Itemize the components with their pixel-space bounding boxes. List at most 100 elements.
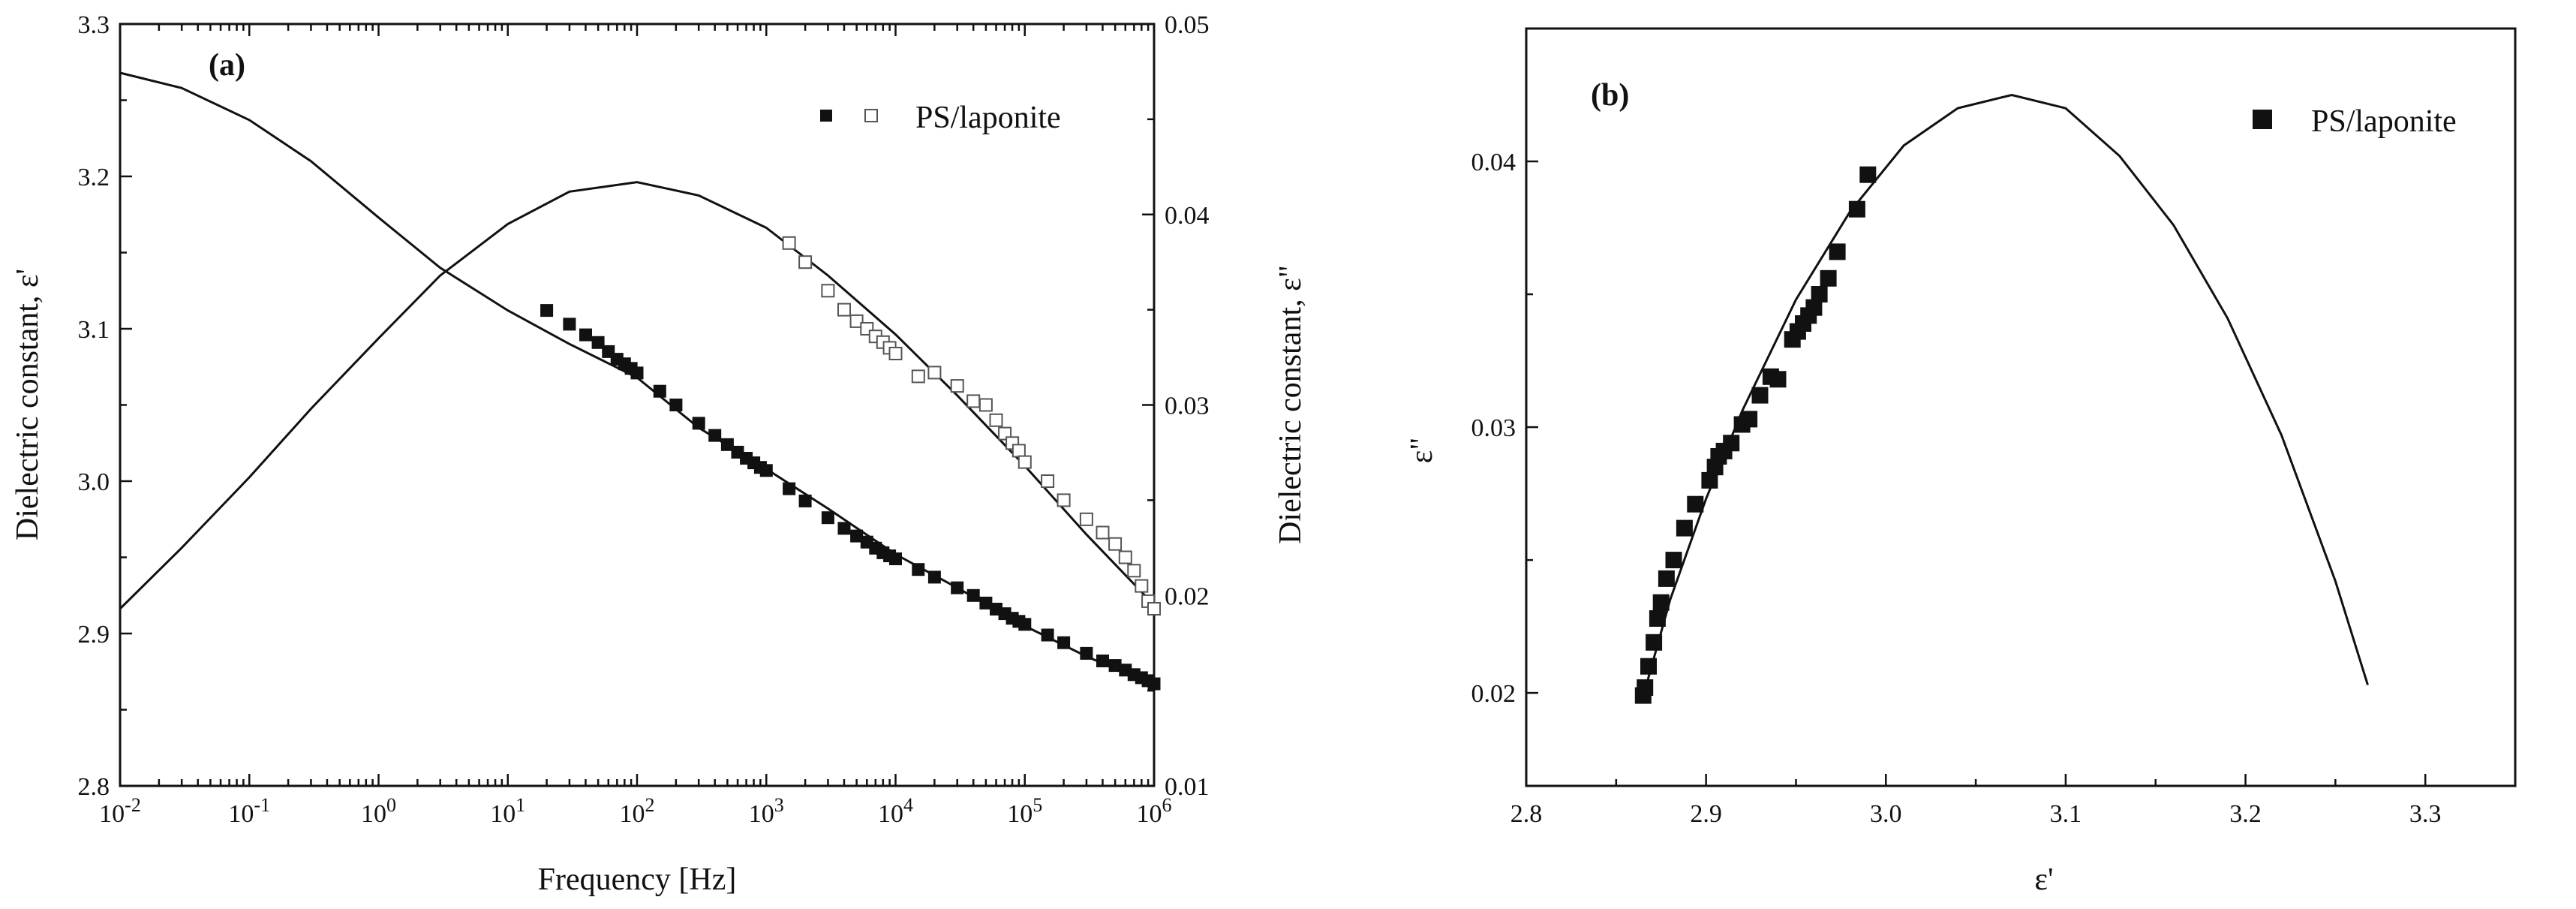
panel-a-eps-imag-point (1096, 525, 1110, 540)
panel-a-x-tick-label: 10-2 (99, 794, 141, 828)
panel-a-eps-imag-point (1127, 564, 1141, 578)
panel-a-eps-imag-point (989, 413, 1003, 427)
panel-a-eps-real-point (1018, 618, 1032, 631)
panel-a-eps-real-point (630, 366, 644, 380)
panel-a-eps-real-point (1057, 636, 1071, 649)
panel-b-data-point (1741, 411, 1758, 428)
panel-a-x-ticks: 10-2 10-1 100 101 102 103 104 105 106 (99, 24, 1172, 828)
panel-b-data-point (1848, 200, 1865, 218)
panel-a-y-axis-title: Dielectric constant, ε' (11, 269, 45, 540)
panel-a-eps-imag-point (1017, 455, 1032, 469)
panel-a-y-tick-label: 2.9 (78, 621, 110, 649)
panel-a-eps-real-point (951, 581, 964, 594)
panel-a-chart: 10-2 10-1 100 101 102 103 104 105 106 2.8 2.9 3.0 3… (11, 11, 1308, 897)
panel-a-eps-imag-point (978, 398, 993, 412)
panel-b-data-point (1701, 471, 1718, 489)
panel-a-eps-real-point (798, 494, 812, 507)
panel-a-eps-real-point (708, 429, 722, 442)
panel-b-y-axis-title: ε" (1405, 438, 1439, 464)
panel-a-eps-imag-point (1118, 550, 1132, 564)
panel-a-eps-imag-point (950, 379, 964, 393)
panel-a-eps-imag-point (1011, 444, 1026, 458)
panel-a-label: (a) (209, 48, 245, 83)
panel-b-data-point (1820, 269, 1837, 287)
panel-b-x-tick-label: 2.9 (1690, 800, 1722, 828)
panel-b-data-point (1687, 495, 1704, 513)
panel-b-data-point (1859, 166, 1877, 183)
panel-a-legend-filled-marker (820, 110, 832, 122)
panel-b-y-tick-label: 0.04 (1471, 149, 1516, 176)
panel-a-eps-imag-point (837, 302, 851, 317)
panel-a-eps-imag-point (821, 284, 835, 298)
panel-a-legend: PS/laponite (820, 101, 1061, 135)
panel-a-eps-real-point (927, 570, 941, 584)
panel-a-loss-fit-curve (119, 181, 1156, 610)
panel-a-eps-imag-point (1108, 537, 1123, 551)
panel-a-eps-real-point (821, 511, 834, 525)
panel-a-eps-real-point (837, 522, 851, 535)
panel-b-data-point (1811, 286, 1828, 302)
panel-a-y2-tick-label: 0.04 (1165, 202, 1210, 230)
panel-a-eps-imag-point (798, 255, 813, 269)
panel-a-y2-tick-label: 0.02 (1165, 582, 1210, 610)
panel-b-y-tick-label: 0.03 (1471, 414, 1516, 442)
panel-a-x-axis-title: Frequency [Hz] (538, 862, 737, 897)
panel-a-eps-imag-point (1057, 493, 1071, 507)
panel-a-y-tick-label: 3.3 (78, 11, 110, 39)
panel-a-eps-real-point (1080, 646, 1093, 660)
panel-a-y2-tick-label: 0.01 (1165, 773, 1210, 801)
panel-b-chart: 2.8 2.9 3.0 3.1 3.2 3.3 0.02 0.03 0.04 (b) PS/l… (1405, 27, 2517, 897)
panel-a-eps-real-point (720, 438, 734, 451)
panel-a-eps-real-point (563, 318, 576, 331)
panel-b-label: (b) (1591, 78, 1629, 113)
panel-b-x-tick-label: 3.0 (1870, 800, 1902, 828)
panel-a-x-tick-label: 106 (1137, 794, 1172, 828)
panel-a-eps-imag-point (927, 366, 942, 380)
panel-a-eps-imag-point (966, 394, 981, 408)
panel-a-x-tick-label: 10-1 (228, 794, 270, 828)
panel-b-y-tick-label: 0.02 (1471, 680, 1516, 708)
panel-a-eps-real-point (591, 336, 605, 349)
panel-b-data-point (1646, 634, 1663, 651)
panel-a-data-points (540, 236, 1161, 691)
panel-a-eps-real-point (966, 588, 980, 602)
panel-a-eps-imag-point (849, 314, 864, 328)
panel-a-x-tick-label: 103 (749, 794, 784, 828)
panel-b-data-point (1652, 594, 1670, 611)
panel-a-eps-imag-point (1079, 512, 1093, 526)
panel-a-eps-real-point (783, 482, 796, 495)
panel-a-legend-open-marker (864, 109, 878, 122)
panel-b-x-ticks: 2.8 2.9 3.0 3.1 3.2 3.3 (1510, 774, 2517, 828)
panel-b-data-point (1769, 371, 1787, 388)
panel-b-data-point (1649, 610, 1666, 627)
panel-b-legend: PS/laponite (2253, 104, 2457, 139)
panel-a-x-tick-label: 101 (490, 794, 525, 828)
panel-a-eps-imag-point (888, 347, 903, 360)
panel-a-legend-label: PS/laponite (915, 101, 1061, 135)
panel-b-legend-label: PS/laponite (2311, 104, 2457, 139)
panel-a-eps-imag-point (1147, 602, 1161, 616)
panel-a-eps-real-point (540, 304, 554, 318)
panel-b-x-tick-label: 3.3 (2409, 800, 2442, 828)
panel-b-x-axis-title: ε' (2034, 862, 2053, 897)
panel-a-eps-imag-point (1041, 474, 1055, 488)
panel-a-y-tick-label: 2.8 (78, 773, 110, 801)
panel-a-eps-real-point (669, 399, 683, 411)
panel-a-eps-imag-point (1135, 579, 1149, 593)
panel-a-eps-real-point (653, 384, 666, 398)
panel-b-data-point (1751, 387, 1769, 404)
panel-a-eps-real-point (912, 563, 925, 576)
panel-a-eps-real-point (692, 417, 705, 430)
panel-a-y-tick-label: 3.0 (78, 468, 110, 496)
panel-b-y-ticks: 0.02 0.03 0.04 (1471, 149, 1538, 708)
panel-b-data-point (1829, 243, 1846, 260)
panel-a-eps-real-point (889, 552, 902, 565)
panel-b-data-points (1634, 166, 1877, 704)
panel-a-y2-tick-label: 0.03 (1165, 393, 1210, 420)
panel-a-eps-real-point (579, 328, 592, 342)
panel-a-eps-real-point (1041, 628, 1054, 642)
panel-a-y2-ticks: 0.01 0.02 0.03 0.04 0.05 (1142, 11, 1210, 801)
panel-b-plot-frame (1525, 27, 2517, 787)
panel-a-eps-real-point (1096, 655, 1109, 667)
panel-b-data-point (1665, 552, 1682, 569)
